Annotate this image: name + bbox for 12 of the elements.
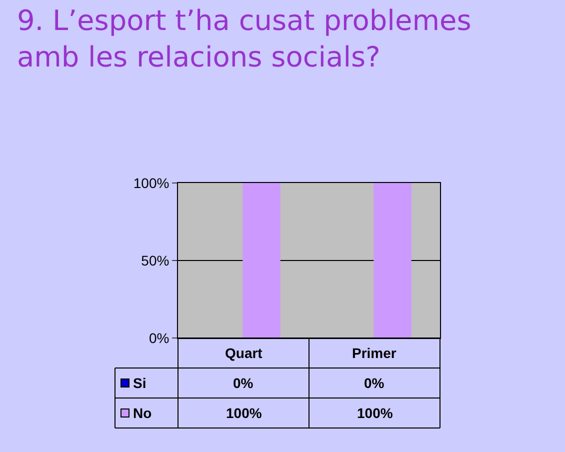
x-tick-label: Primer — [352, 345, 397, 361]
y-tick-label: 0% — [148, 330, 170, 346]
legend-label: No — [133, 405, 152, 421]
y-tick-label: 50% — [141, 252, 170, 268]
x-tick-label: Quart — [225, 345, 263, 361]
y-tick-label: 100% — [133, 174, 170, 191]
data-label: 100% — [357, 405, 394, 421]
data-label: 0% — [233, 375, 254, 391]
chart-title: 9. L’esport t’ha cusat problemes amb les relacions socials? — [16, 4, 472, 74]
legend-label: Si — [133, 375, 146, 391]
data-label: 0% — [364, 375, 385, 391]
data-label: 100% — [226, 405, 262, 421]
